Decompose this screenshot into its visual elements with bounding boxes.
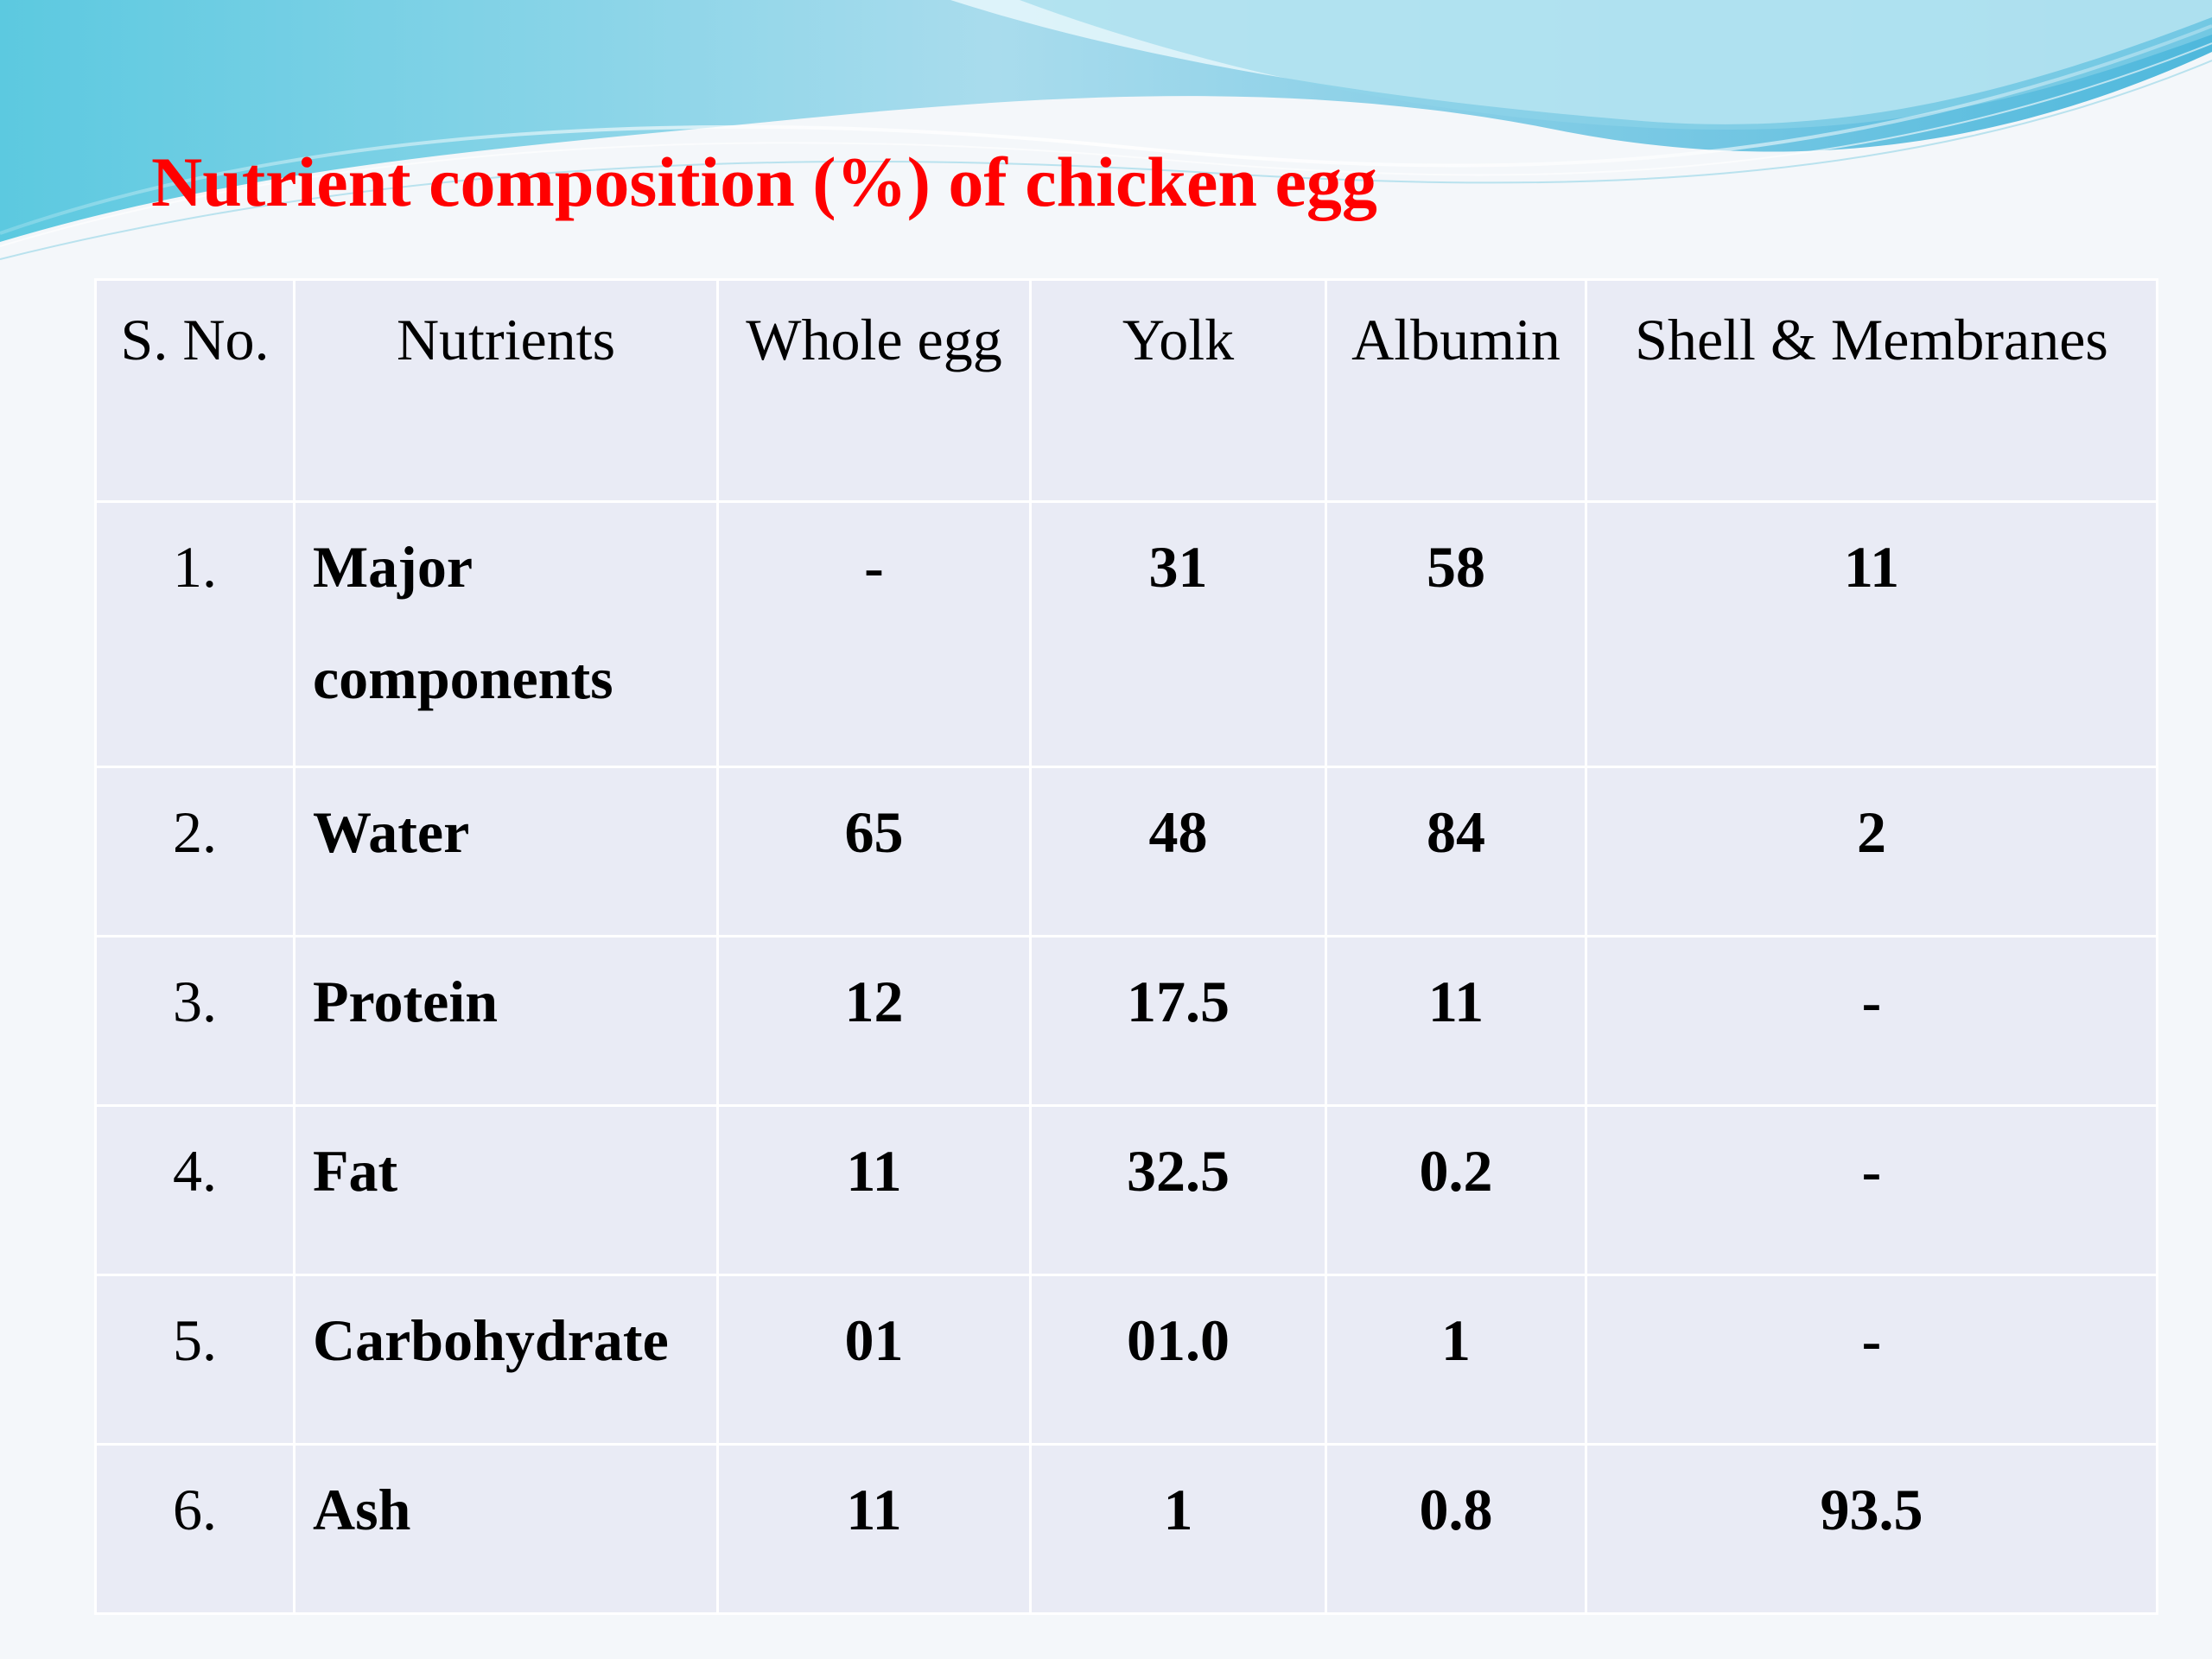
header-albumin: Albumin [1325, 278, 1587, 503]
table-row: 1. Major components - 31 58 11 [94, 500, 2158, 768]
cell-nutrient: Carbohydrate [293, 1274, 719, 1446]
cell-yolk: 1 [1029, 1443, 1327, 1615]
cell-sno: 2. [94, 766, 296, 938]
table-header-row: S. No. Nutrients Whole egg Yolk Albumin … [94, 278, 2158, 503]
nutrient-composition-table: S. No. Nutrients Whole egg Yolk Albumin … [94, 278, 2158, 1615]
cell-sno: 4. [94, 1104, 296, 1276]
table-row: 5. Carbohydrate 01 01.0 1 - [94, 1274, 2158, 1446]
cell-yolk: 32.5 [1029, 1104, 1327, 1276]
cell-nutrient: Ash [293, 1443, 719, 1615]
header-sno: S. No. [94, 278, 296, 503]
cell-nutrient: Major components [293, 500, 719, 768]
cell-sno: 3. [94, 935, 296, 1107]
cell-sno: 6. [94, 1443, 296, 1615]
cell-nutrient: Protein [293, 935, 719, 1107]
header-nutrients: Nutrients [293, 278, 719, 503]
cell-yolk: 31 [1029, 500, 1327, 768]
cell-shell: 93.5 [1585, 1443, 2158, 1615]
cell-shell: 11 [1585, 500, 2158, 768]
header-whole-egg: Whole egg [716, 278, 1032, 503]
cell-whole-egg: 11 [716, 1104, 1032, 1276]
cell-sno: 1. [94, 500, 296, 768]
cell-sno: 5. [94, 1274, 296, 1446]
header-wave-decoration [0, 0, 2212, 260]
cell-yolk: 48 [1029, 766, 1327, 938]
cell-albumin: 0.8 [1325, 1443, 1587, 1615]
cell-shell: - [1585, 1274, 2158, 1446]
header-yolk: Yolk [1029, 278, 1327, 503]
cell-whole-egg: 11 [716, 1443, 1032, 1615]
cell-albumin: 1 [1325, 1274, 1587, 1446]
cell-whole-egg: 12 [716, 935, 1032, 1107]
cell-nutrient: Fat [293, 1104, 719, 1276]
cell-shell: 2 [1585, 766, 2158, 938]
cell-shell: - [1585, 1104, 2158, 1276]
cell-albumin: 11 [1325, 935, 1587, 1107]
nutrient-table-container: S. No. Nutrients Whole egg Yolk Albumin … [94, 278, 2158, 1615]
cell-whole-egg: 65 [716, 766, 1032, 938]
cell-yolk: 01.0 [1029, 1274, 1327, 1446]
cell-albumin: 84 [1325, 766, 1587, 938]
slide-title: Nutrient composition (%) of chicken egg [151, 143, 1377, 221]
cell-albumin: 0.2 [1325, 1104, 1587, 1276]
cell-whole-egg: 01 [716, 1274, 1032, 1446]
table-row: 6. Ash 11 1 0.8 93.5 [94, 1443, 2158, 1615]
table-row: 3. Protein 12 17.5 11 - [94, 935, 2158, 1107]
cell-yolk: 17.5 [1029, 935, 1327, 1107]
cell-nutrient: Water [293, 766, 719, 938]
table-row: 2. Water 65 48 84 2 [94, 766, 2158, 938]
cell-whole-egg: - [716, 500, 1032, 768]
cell-shell: - [1585, 935, 2158, 1107]
cell-albumin: 58 [1325, 500, 1587, 768]
table-row: 4. Fat 11 32.5 0.2 - [94, 1104, 2158, 1276]
header-shell-membranes: Shell & Membranes [1585, 278, 2158, 503]
